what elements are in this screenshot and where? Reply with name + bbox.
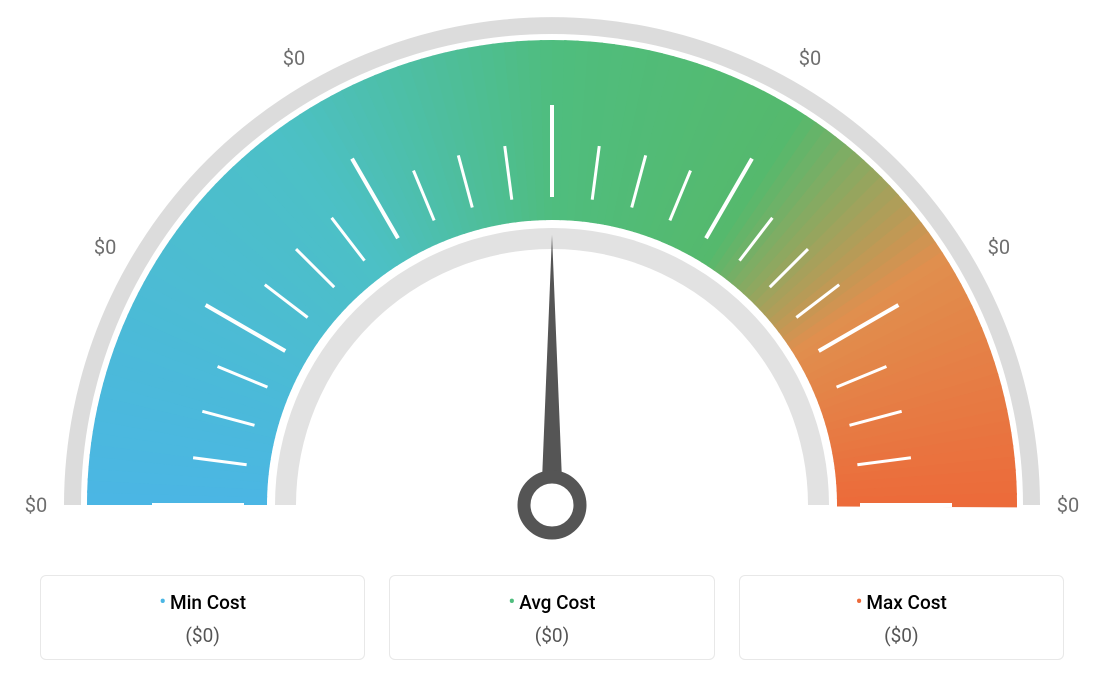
legend-max-value: ($0) <box>750 624 1053 647</box>
legend-min-label: Min Cost <box>170 591 246 614</box>
dot-icon: • <box>159 590 166 613</box>
legend-avg-value: ($0) <box>400 624 703 647</box>
gauge-tick-label: $0 <box>988 235 1010 259</box>
legend-max-label: Max Cost <box>866 591 946 614</box>
legend-card-max: •Max Cost ($0) <box>739 575 1064 660</box>
gauge-tick-label: $0 <box>1057 493 1079 517</box>
legend-row: •Min Cost ($0) •Avg Cost ($0) •Max Cost … <box>40 575 1064 660</box>
legend-min-value: ($0) <box>51 624 354 647</box>
legend-max-title: •Max Cost <box>750 590 1053 614</box>
gauge-chart: $0 $0 $0 $0 $0 $0 $0 <box>0 0 1104 560</box>
cost-gauge-widget: $0$0$0$0$0$0$0 •Min Cost ($0) •Avg Cost … <box>0 0 1104 690</box>
gauge-tick-label: $0 <box>799 46 821 70</box>
legend-min-title: •Min Cost <box>51 590 354 614</box>
legend-card-min: •Min Cost ($0) <box>40 575 365 660</box>
gauge-tick-label: $0 <box>283 46 305 70</box>
dot-icon: • <box>509 590 516 613</box>
legend-avg-label: Avg Cost <box>519 591 595 614</box>
gauge-tick-label: $0 <box>94 235 116 259</box>
gauge-tick-label: $0 <box>541 0 563 1</box>
dot-icon: • <box>856 590 863 613</box>
gauge-tick-label: $0 <box>25 493 47 517</box>
legend-card-avg: •Avg Cost ($0) <box>389 575 714 660</box>
legend-avg-title: •Avg Cost <box>400 590 703 614</box>
